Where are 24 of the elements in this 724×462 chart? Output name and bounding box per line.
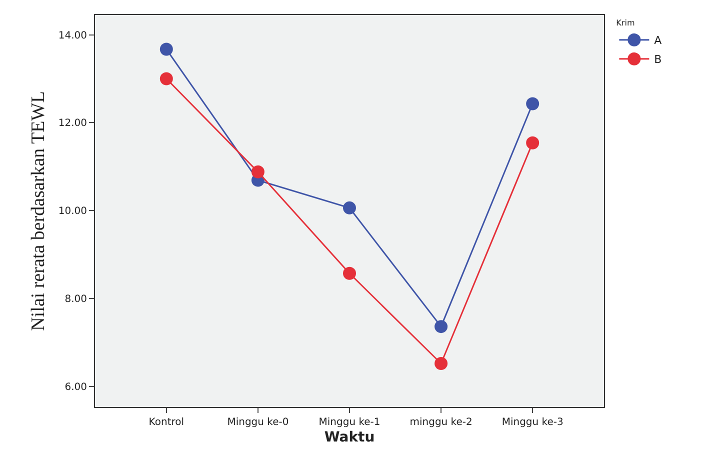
- point: [434, 320, 448, 334]
- point: [526, 136, 540, 150]
- point: [160, 72, 173, 86]
- y-tick-label: 8.00: [64, 294, 87, 305]
- x-tick-label: minggu ke-2: [410, 417, 472, 428]
- point: [526, 97, 540, 110]
- y-tick-label: 12.00: [58, 118, 87, 130]
- point: [251, 165, 264, 178]
- x-tick-label: Minggu ke-1: [318, 417, 380, 428]
- point: [434, 356, 448, 370]
- legend-label: A: [654, 34, 662, 48]
- y-tick-label: 14.00: [58, 30, 87, 42]
- point: [160, 42, 173, 56]
- x-tick-label: Minggu ke-0: [227, 417, 289, 428]
- y-tick-label: 6.00: [64, 382, 87, 393]
- y-tick-label: 10.00: [58, 206, 87, 218]
- x-tick-label: Minggu ke-3: [502, 417, 564, 428]
- y-axis-title: Nilai rerata berdasarkan TEWL: [28, 91, 50, 331]
- x-axis-title: Waktu: [324, 429, 375, 446]
- point: [343, 266, 356, 280]
- point: [343, 201, 356, 214]
- legend-title: Krim: [616, 18, 635, 28]
- x-tick-label: Kontrol: [148, 417, 184, 428]
- legend-label: B: [654, 53, 662, 66]
